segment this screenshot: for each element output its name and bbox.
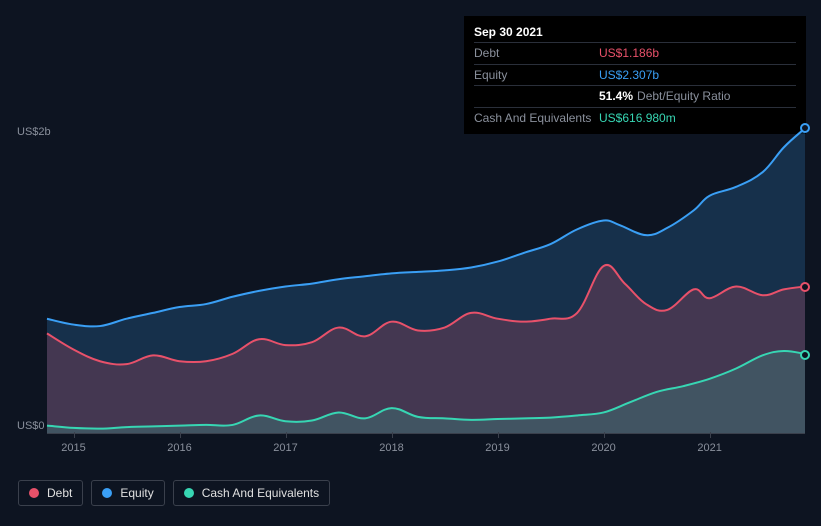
- legend-item[interactable]: Cash And Equivalents: [173, 480, 330, 506]
- x-tick-mark: [710, 432, 711, 438]
- tooltip-label: [474, 89, 599, 103]
- chart-tooltip: Sep 30 2021 DebtUS$1.186bEquityUS$2.307b…: [464, 16, 806, 134]
- series-end-dot: [800, 123, 810, 133]
- tooltip-ratio-value: 51.4%: [599, 89, 633, 103]
- x-tick-label: 2017: [273, 442, 297, 454]
- tooltip-row: DebtUS$1.186b: [474, 42, 796, 63]
- tooltip-value: US$1.186b: [599, 46, 659, 60]
- chart-plot[interactable]: [47, 140, 805, 434]
- legend-label: Equity: [120, 486, 153, 500]
- x-tick-mark: [286, 432, 287, 438]
- y-axis-label: US$0: [17, 420, 45, 432]
- legend-item[interactable]: Debt: [18, 480, 83, 506]
- chart-legend: Debt Equity Cash And Equivalents: [18, 480, 330, 506]
- x-tick-mark: [604, 432, 605, 438]
- legend-swatch: [184, 488, 194, 498]
- x-axis: 2015 2016 2017 2018 2019 2020 2021: [47, 438, 805, 458]
- tooltip-date: Sep 30 2021: [474, 22, 796, 42]
- tooltip-row: EquityUS$2.307b: [474, 64, 796, 85]
- legend-swatch: [29, 488, 39, 498]
- tooltip-label: Equity: [474, 68, 599, 82]
- x-tick-mark: [74, 432, 75, 438]
- y-axis-label: US$2b: [17, 126, 51, 138]
- x-tick-mark: [498, 432, 499, 438]
- x-tick-label: 2020: [591, 442, 615, 454]
- tooltip-ratio-text: Debt/Equity Ratio: [637, 89, 730, 103]
- tooltip-label: Debt: [474, 46, 599, 60]
- x-tick-label: 2016: [167, 442, 191, 454]
- x-tick-mark: [180, 432, 181, 438]
- series-end-dot: [800, 350, 810, 360]
- legend-swatch: [102, 488, 112, 498]
- tooltip-row: 51.4% Debt/Equity Ratio: [474, 85, 796, 106]
- x-tick-label: 2018: [379, 442, 403, 454]
- x-tick-label: 2021: [697, 442, 721, 454]
- legend-item[interactable]: Equity: [91, 480, 164, 506]
- x-tick-mark: [392, 432, 393, 438]
- tooltip-value: US$2.307b: [599, 68, 659, 82]
- x-tick-label: 2015: [61, 442, 85, 454]
- x-tick-label: 2019: [485, 442, 509, 454]
- series-end-dot: [800, 282, 810, 292]
- chart-area: US$2b US$0 2015 2016 2017 2018 2019 2020 2021: [17, 120, 807, 460]
- legend-label: Debt: [47, 486, 72, 500]
- legend-label: Cash And Equivalents: [202, 486, 319, 500]
